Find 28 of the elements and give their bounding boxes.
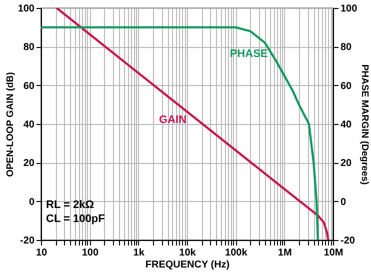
y-tick-label: 0 <box>28 196 35 208</box>
y-tick-label: 80 <box>23 42 35 54</box>
series-label: PHASE <box>230 48 268 60</box>
series-label: GAIN <box>159 114 187 126</box>
y-tick-label: 20 <box>23 158 35 170</box>
y2-tick-label: 100 <box>340 4 358 14</box>
x-tick-label: 100 <box>82 248 99 258</box>
x-axis-title: FREQUENCY (Hz) <box>145 260 230 270</box>
y2-tick-label: 60 <box>340 80 352 92</box>
y-tick-label: 100 <box>18 4 35 14</box>
y2-tick-label: 0 <box>340 196 346 208</box>
y2-tick-label: 20 <box>340 158 352 170</box>
x-tick-label: 10k <box>179 248 196 258</box>
y2-tick-label: 40 <box>340 120 352 130</box>
y-tick-label: -20 <box>20 236 35 246</box>
y-tick-label: 40 <box>23 120 35 130</box>
x-tick-label: 1M <box>278 248 292 258</box>
y2-tick-label: -20 <box>340 236 356 246</box>
y-tick-label: 60 <box>23 80 35 92</box>
annotation: CL = 100pF <box>46 213 106 225</box>
x-tick-label: 1k <box>133 248 145 258</box>
x-tick-label: 10M <box>324 248 344 258</box>
annotation: RL = 2kΩ <box>46 199 94 211</box>
x-tick-label: 10 <box>36 248 48 258</box>
y-axis-title: OPEN-LOOP GAIN (dB) <box>4 72 16 177</box>
y2-axis-title: PHASE MARGIN (Degrees) <box>359 64 370 185</box>
y2-tick-label: 80 <box>340 42 352 54</box>
x-tick-label: 100k <box>225 248 248 258</box>
